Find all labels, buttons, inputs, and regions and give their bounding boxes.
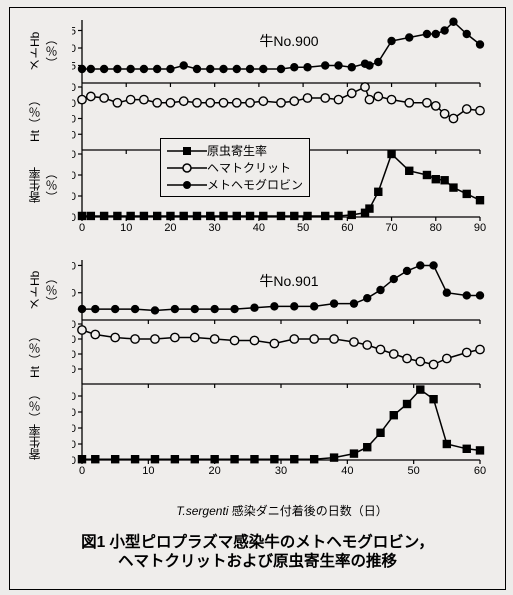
caption-line-1: 図1 小型ピロプラズマ感染牛のメトヘモグロビン， [10,533,505,552]
svg-text:60: 60 [341,222,353,234]
svg-text:20: 20 [72,114,76,126]
legend-label: ヘマトクリット [207,159,291,176]
svg-text:40: 40 [72,391,76,403]
square-filled-icon [167,145,207,157]
svg-text:30: 30 [209,222,221,234]
circle-open-icon [167,162,207,174]
svg-text:20: 20 [209,465,221,477]
svg-text:40: 40 [72,319,76,331]
legend: 原虫寄生率 ヘマトクリット メトヘモグロビン [160,138,310,197]
svg-text:80: 80 [430,222,442,234]
svg-text:0: 0 [72,455,76,467]
svg-text:20: 20 [72,423,76,435]
svg-text:50: 50 [408,465,420,477]
figure-caption: 図1 小型ピロプラズマ感染牛のメトヘモグロビン， ヘマトクリットおよび原虫寄生率… [10,533,505,572]
x-axis-label-suffix: 感染ダニ付着後の日数（日） [228,504,387,518]
caption-line-2: ヘマトクリットおよび原虫寄生率の推移 [10,552,505,571]
svg-text:30: 30 [275,465,287,477]
svg-text:牛No.901: 牛No.901 [259,273,318,289]
y-axis-label: Ht（％） [26,87,43,150]
svg-text:0: 0 [79,222,85,234]
svg-text:40: 40 [72,82,76,94]
svg-text:10: 10 [72,129,76,141]
svg-text:30: 30 [72,98,76,110]
svg-text:70: 70 [385,222,397,234]
svg-text:40: 40 [341,465,353,477]
circle-filled-icon [167,179,207,191]
legend-item-parasitemia: 原虫寄生率 [167,142,303,159]
svg-text:5: 5 [72,61,76,73]
svg-text:10: 10 [142,465,154,477]
svg-text:20: 20 [72,170,76,182]
svg-text:20: 20 [164,222,176,234]
svg-text:10: 10 [120,222,132,234]
legend-item-hematocrit: ヘマトクリット [167,159,303,176]
y-axis-label: 寄生率（％） [26,154,60,217]
svg-text:0: 0 [72,212,76,224]
svg-text:30: 30 [72,149,76,161]
svg-text:30: 30 [72,407,76,419]
svg-text:10: 10 [72,43,76,55]
legend-label: メトヘモグロビン [207,176,303,193]
y-axis-label: Ht（％） [26,324,43,384]
panel-cow-901: 10 20 10 20 30 40 0 10 20 30 40 0 10 20 30 40 50 60 牛No.90… [72,256,492,482]
svg-text:20: 20 [72,349,76,361]
legend-label: 原虫寄生率 [207,142,267,159]
svg-text:50: 50 [297,222,309,234]
figure-frame: 5 10 15 10 20 30 40 0 10 20 30 0 10 20 30 40 50 60 70 80 90 牛… [9,7,506,590]
svg-text:60: 60 [474,465,486,477]
svg-text:20: 20 [72,260,76,272]
y-axis-label: メトHb（％） [26,260,60,320]
x-axis-label: T.sergenti 感染ダニ付着後の日数（日） [72,502,492,519]
svg-text:30: 30 [72,334,76,346]
x-axis-label-italic: T.sergenti [176,504,228,518]
svg-text:0: 0 [79,465,85,477]
svg-text:10: 10 [72,191,76,203]
panel-cow-900: 5 10 15 10 20 30 40 0 10 20 30 0 10 20 30 40 50 60 70 80 90 牛… [72,16,492,239]
y-axis-label: メトHb（％） [26,20,60,83]
svg-text:90: 90 [474,222,486,234]
svg-text:牛No.900: 牛No.900 [259,33,318,49]
y-axis-label: 寄生率（％） [26,388,43,460]
svg-text:10: 10 [72,364,76,376]
panel-svg: 10 20 10 20 30 40 0 10 20 30 40 0 10 20 30 40 50 60 牛No.90… [72,256,492,482]
svg-text:15: 15 [72,26,76,38]
panel-svg: 5 10 15 10 20 30 40 0 10 20 30 0 10 20 30 40 50 60 70 80 90 牛… [72,16,492,239]
svg-text:10: 10 [72,439,76,451]
svg-text:10: 10 [72,288,76,300]
svg-text:40: 40 [253,222,265,234]
legend-item-methb: メトヘモグロビン [167,176,303,193]
